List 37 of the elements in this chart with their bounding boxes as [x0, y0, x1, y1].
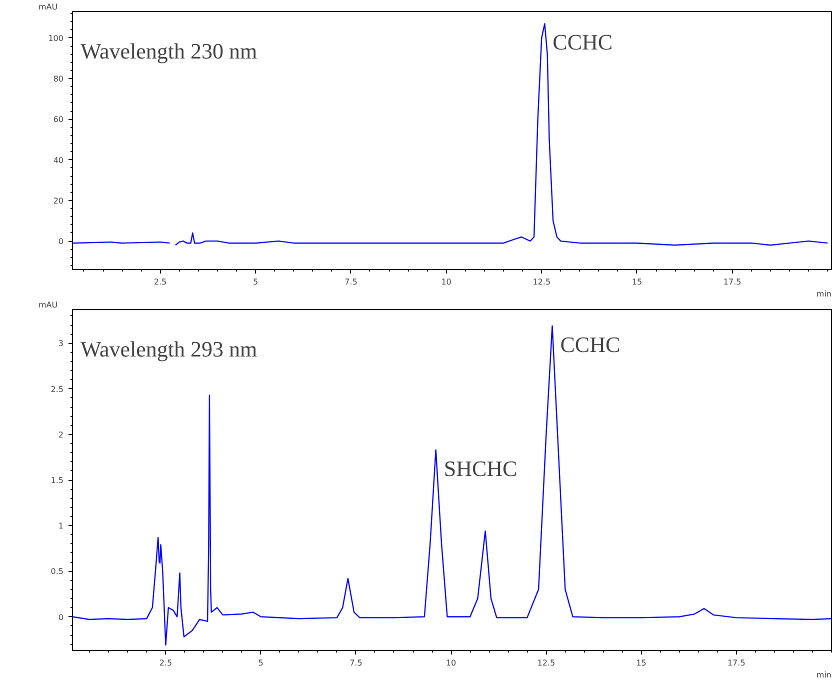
y-tick-label: 1.5: [50, 476, 64, 485]
x-axis-title: min: [816, 670, 832, 680]
x-tick-label: 15: [636, 658, 646, 668]
y-axis-title: mAU: [38, 2, 58, 12]
text: Wavelength 293 nm: [80, 336, 258, 362]
y-tick-label: 80: [53, 74, 64, 84]
y-tick-label: 2.5: [50, 384, 64, 394]
x-tick-label: 5: [258, 658, 264, 668]
x-tick-label: 10: [446, 658, 456, 668]
x-tick-label: 2.5: [154, 278, 167, 286]
x-tick-label: 5: [253, 278, 258, 286]
annotation: SHCHC: [444, 456, 518, 481]
y-tick-label: 60: [53, 115, 64, 124]
y-tick-label: 0.5: [50, 567, 64, 576]
y-tick-label: 2: [58, 430, 64, 440]
x-tick-label: 10: [441, 278, 452, 286]
x-tick-label: 7.5: [350, 658, 362, 668]
y-tick-label: 3: [58, 339, 64, 348]
x-tick-label: 17.5: [723, 278, 742, 286]
y-tick-label: 40: [53, 156, 64, 165]
x-tick-label: 12.5: [537, 658, 556, 668]
x-tick-label: 2.5: [159, 658, 172, 668]
x-axis-title: min: [816, 290, 832, 298]
y-tick-label: 100: [48, 34, 64, 43]
x-tick-label: 15: [632, 278, 642, 286]
y-tick-label: 1: [58, 522, 64, 531]
line-series: [72, 325, 832, 646]
y-tick-label: 0: [58, 237, 64, 246]
annotation: CCHC: [560, 332, 620, 357]
y-axis-title: mAU: [38, 300, 58, 310]
y-tick-label: 0: [58, 612, 64, 622]
annotation: CCHC: [552, 30, 613, 55]
y-tick-label: 20: [53, 196, 64, 206]
text: Wavelength 230 nm: [80, 38, 258, 64]
x-tick-label: 7.5: [344, 278, 358, 286]
x-tick-label: 12.5: [532, 278, 551, 286]
x-tick-label: 17.5: [727, 658, 746, 668]
